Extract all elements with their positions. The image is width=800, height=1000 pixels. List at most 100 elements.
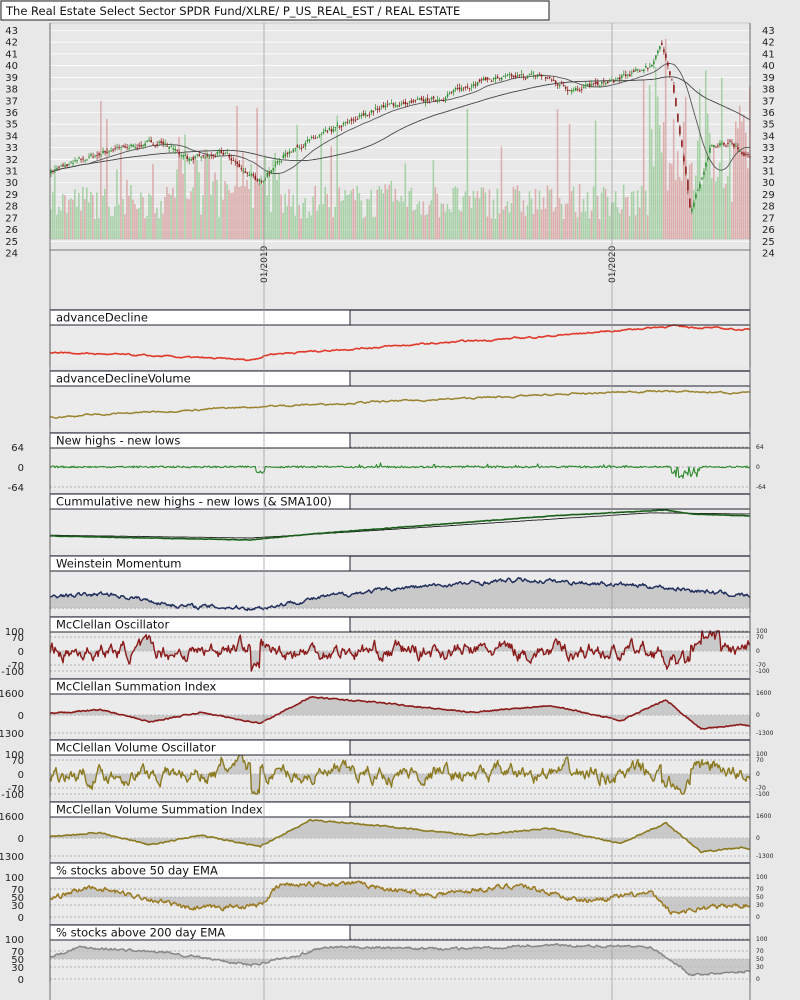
candle-body [194,156,197,158]
volume-bar [540,209,543,239]
candle-body [164,143,166,145]
volume-bar [564,204,567,239]
volume-bar [502,209,505,239]
candle-body [346,122,349,124]
volume-bar [178,136,180,239]
volume-bar [206,149,208,239]
panel-title: advanceDeclineVolume [56,372,191,386]
candle-body [276,161,279,164]
volume-bar [220,157,222,239]
candle-body [629,74,631,77]
volume-bar [716,176,719,239]
candle-body [308,139,311,141]
candle-body [352,119,355,121]
volume-bar [744,132,747,239]
volume-bar [196,159,198,239]
volume-bar [420,214,423,239]
candle-body [144,143,146,147]
candle-body [320,134,323,135]
volume-bar [112,216,114,239]
volume-bar [474,197,477,239]
indicator-panel-1: advanceDecline [49,309,751,367]
candle-body [206,155,209,157]
volume-bar [260,175,262,239]
volume-bar [522,200,525,239]
volume-bar [106,119,108,239]
volume-bar [324,187,326,239]
candle-body [160,141,162,144]
panel-tick-label-left: 0 [18,834,24,845]
candle-body [486,77,489,80]
volume-bar [594,120,597,239]
candle-body [713,145,715,148]
volume-bar [290,206,292,239]
candle-body [496,76,499,78]
candle-body [737,147,739,150]
candle-body [474,84,477,86]
panel-tick-label-left: -70 [8,784,24,795]
candle-body [262,180,265,182]
candle-body [446,94,449,97]
candle-body [278,161,281,162]
candle-body [592,82,595,84]
volume-bar [486,216,489,239]
candle-body [238,163,241,168]
candle-body [330,129,333,132]
volume-bar [698,88,701,239]
volume-bar [700,184,703,239]
candle-body [232,159,235,161]
candle-body [608,80,611,82]
candle-body [418,98,421,100]
panel-tick-label-right: -100 [756,791,770,798]
candle-body [482,78,485,81]
volume-bar [392,201,395,239]
candle-body [112,149,114,151]
volume-bar [462,196,465,239]
volume-bar [492,199,495,239]
candle-body [304,142,307,147]
volume-bar [322,204,324,239]
candle-body [727,143,729,144]
candle-body [400,103,403,105]
panel-tick-label-left: 0 [18,647,24,658]
indicator-panel-5: Weinstein Momentum [49,555,751,613]
candle-body [554,80,557,83]
volume-bar [732,143,735,239]
sma200-line [49,76,751,174]
candle-body [176,149,178,151]
panel-series-line [49,576,751,612]
candle-body [580,89,583,90]
candle-body [316,137,319,139]
candle-body [252,174,255,176]
panel-tick-label-right: -100 [756,668,770,675]
volume-bar [738,105,741,240]
candle-body [402,102,405,104]
candle-body [420,97,423,101]
volume-bar [160,201,162,239]
candle-body [128,147,130,149]
volume-bar [468,195,471,239]
candle-body [406,102,409,104]
volume-bar [60,210,62,239]
panel-series-line [49,753,751,795]
price-tick-label-left: 38 [5,85,18,96]
volume-bar [366,198,369,239]
candle-body [552,80,555,81]
volume-bar [556,109,559,239]
volume-bar [292,194,294,239]
volume-bar [64,195,66,239]
candle-body [268,173,271,175]
candle-body [120,147,122,148]
candle-body [637,69,639,71]
volume-bar [402,201,405,239]
candle-body [366,114,369,116]
candle-body [84,160,86,162]
price-tick-label-right: 30 [762,178,775,189]
candle-body [623,74,625,76]
volume-bar [536,209,539,239]
volume-bar [428,204,431,239]
volume-bar [460,211,463,239]
volume-bar [636,190,639,239]
volume-bar [330,146,333,239]
candle-body [683,156,685,162]
